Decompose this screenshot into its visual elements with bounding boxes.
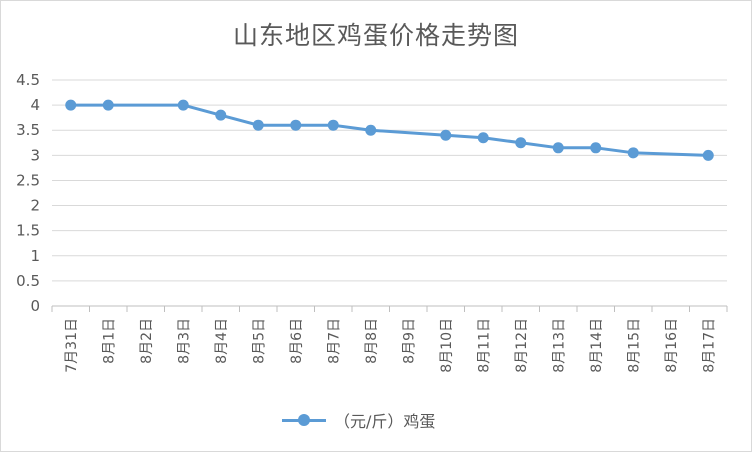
x-tick-label: 8月16日 — [664, 318, 680, 373]
x-tick-label: 8月17日 — [701, 318, 717, 373]
legend-swatch — [282, 413, 326, 427]
y-tick-label: 2.5 — [16, 171, 40, 189]
data-point — [252, 119, 264, 131]
x-tick-label: 8月15日 — [626, 318, 642, 373]
data-point — [215, 109, 227, 121]
data-point — [477, 132, 489, 144]
x-tick-label: 7月31日 — [64, 318, 80, 373]
legend-label: （元/斤）鸡蛋 — [334, 412, 436, 431]
y-tick-label: 3 — [30, 146, 40, 164]
x-tick-label: 8月9日 — [401, 318, 417, 364]
y-tick-label: 0 — [30, 297, 40, 315]
x-tick-label: 8月3日 — [176, 318, 192, 364]
data-point — [515, 137, 527, 149]
y-tick-label: 0.5 — [16, 272, 40, 290]
data-point — [102, 99, 114, 111]
data-point — [552, 142, 564, 154]
x-tick-label: 8月2日 — [139, 318, 155, 364]
x-tick-label: 8月4日 — [214, 318, 230, 364]
y-tick-label: 4.5 — [16, 71, 40, 89]
data-point — [290, 119, 302, 131]
data-point — [327, 119, 339, 131]
y-tick-label: 4 — [30, 96, 40, 114]
x-tick-label: 8月8日 — [364, 318, 380, 364]
x-tick-label: 8月12日 — [514, 318, 530, 373]
data-point — [365, 124, 377, 136]
data-point — [440, 129, 452, 141]
x-tick-label: 8月11日 — [476, 318, 492, 373]
chart-title: 山东地区鸡蛋价格走势图 — [232, 21, 519, 50]
x-tick-label: 8月5日 — [251, 318, 267, 364]
x-tick-label: 8月1日 — [101, 318, 117, 364]
y-tick-label: 1.5 — [16, 222, 40, 240]
data-point — [177, 99, 189, 111]
data-point — [627, 147, 639, 159]
data-point — [590, 142, 602, 154]
y-tick-label: 3.5 — [16, 121, 40, 139]
data-point — [65, 99, 77, 111]
y-tick-label: 2 — [30, 197, 40, 215]
x-tick-label: 8月14日 — [589, 318, 605, 373]
legend: （元/斤）鸡蛋 — [282, 407, 435, 433]
y-tick-label: 1 — [30, 247, 40, 265]
x-tick-label: 8月7日 — [326, 318, 342, 364]
x-tick-label: 8月10日 — [439, 318, 455, 373]
x-tick-label: 8月6日 — [289, 318, 305, 364]
legend-marker — [298, 414, 310, 426]
data-point — [702, 149, 714, 161]
x-tick-label: 8月13日 — [551, 318, 567, 373]
